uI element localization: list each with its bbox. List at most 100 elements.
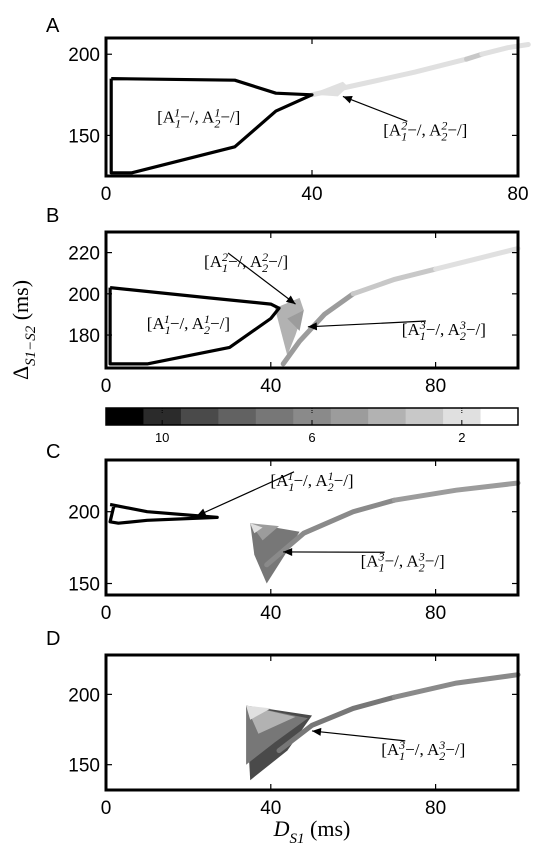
arrowhead [312,727,322,736]
axes-frame [104,230,520,370]
annotation-part: −/] [425,551,445,570]
colorbar-cell [106,408,144,425]
annotation-part: 2 [214,116,220,130]
annotation-part: 1 [399,749,405,763]
x-axis-label: DS1 (ms) [273,816,351,847]
annotation-label: [A12−/, A22−/] [383,118,467,143]
annotation-part: 2 [460,329,466,343]
annotation-label: [A13−/, A23−/] [381,738,465,763]
x-tick-label: 80 [425,376,446,397]
curve-segment [309,56,469,98]
x-tick-label: 80 [507,184,528,205]
outline-curve [108,502,219,525]
annotation-part: −/, [385,551,407,570]
annotation-part: 3 [398,738,405,752]
annotation-part: A [315,471,328,490]
annotation-part: 1 [222,261,228,275]
panel-letter: D [46,628,60,650]
region [287,310,304,331]
arrowhead [196,508,207,517]
panel-B: B[A11−/, A21−/][A12−/, A22−/][A13−/, A23… [46,205,521,397]
annotation-arrow [342,95,408,122]
annotation-part: A [152,314,165,333]
annotation-part: −/] [445,740,465,759]
y-tick-label: 150 [68,126,100,147]
annotation-part: [ [147,314,153,333]
annotation-part: −/] [334,471,354,490]
annotation-label: [A12−/, A22−/] [204,250,288,275]
annotation-part: 2 [262,261,268,275]
curve-segment [276,694,397,754]
colorbar-cell [143,408,182,425]
annotation-part: −/] [210,314,230,333]
annotation-part: A [366,551,379,570]
curve-segment [464,51,485,62]
arrowhead [285,295,296,305]
colorbar-cell [368,408,407,425]
x-tick-label: 40 [260,376,281,397]
x-axis-label-part: D [273,816,290,841]
annotation-part: A [210,252,223,271]
annotation-part: A [448,320,461,339]
colorbar-cell [443,408,482,425]
y-tick-label: 180 [68,326,100,347]
arrowhead [342,95,353,104]
axes-frame [104,653,520,792]
annotation-label: [A11−/, A21−/] [270,469,353,494]
annotation-arrow [311,730,406,742]
y-axis-label: ΔS1−S2 (ms) [8,280,39,380]
colorbar-cell [180,408,219,425]
arrowhead [283,547,293,556]
annotation-label: [A11−/, A21−/] [157,105,240,130]
colorbar-tick-label: 6 [308,430,315,445]
annotation-part: [ [361,551,367,570]
arrowhead [307,322,318,331]
annotation-part: −/] [220,107,240,126]
colorbar-cell [330,408,369,425]
annotation-part: 1 [164,312,170,326]
annotation-part: 1 [379,560,385,574]
annotation-part: 3 [438,738,445,752]
annotation-arrow [227,252,296,305]
annotation-part: 3 [419,318,426,332]
curve-segment [264,497,397,568]
annotation-part: A [389,120,402,139]
annotation-part: −/, [407,120,429,139]
annotation-part: 2 [328,480,334,494]
annotation-part: [ [381,740,387,759]
annotation-part: A [387,740,400,759]
x-tick-label: 0 [101,184,112,205]
annotation-arrow [196,471,295,517]
annotation-part: 2 [441,129,447,143]
annotation-part: A [406,551,419,570]
y-tick-label: 150 [68,756,100,777]
annotation-part: [ [402,320,408,339]
panel-letter: B [46,205,59,227]
annotation-part: 1 [328,469,334,483]
y-tick-label: 200 [68,503,100,524]
x-tick-label: 80 [425,603,446,624]
colorbar-cell [218,408,257,425]
annotation-part: −/, [426,320,448,339]
annotation-part: [ [270,471,276,490]
annotation-part: 2 [401,118,407,132]
annotation-part: 3 [378,549,385,563]
x-axis-label-part: (ms) [305,816,351,841]
axes-frame [104,458,520,597]
annotation-part: 3 [459,318,466,332]
x-tick-label: 40 [301,184,322,205]
x-tick-label: 40 [260,798,281,819]
annotation-part: 1 [401,129,407,143]
annotation-label: [A13−/, A23−/] [402,318,486,343]
colorbar-tick-label: 10 [155,430,169,445]
region [274,297,304,356]
x-tick-label: 40 [260,603,281,624]
annotation-part: −/, [180,107,202,126]
annotation-part: A [427,740,440,759]
colorbar-cell [405,408,444,425]
annotation-part: A [429,120,442,139]
y-tick-label: 200 [68,45,100,66]
